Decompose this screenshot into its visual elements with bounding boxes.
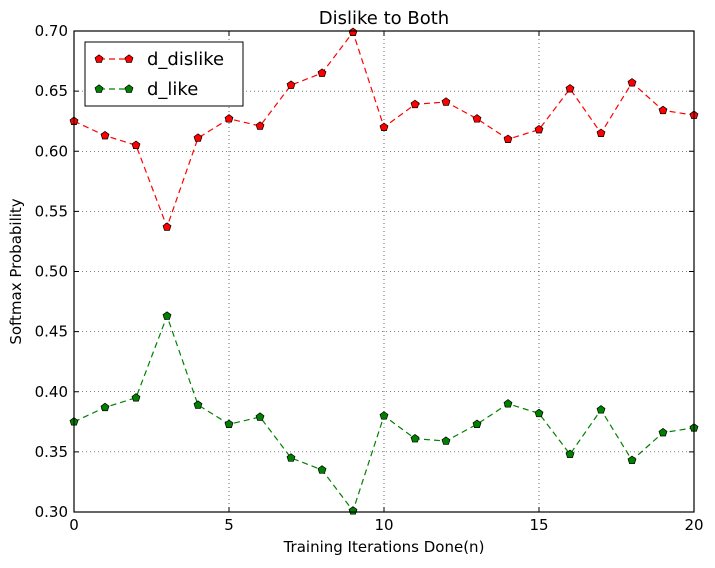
data-point-d_like bbox=[441, 436, 451, 445]
x-tick-label: 0 bbox=[69, 516, 79, 534]
chart-title: Dislike to Both bbox=[319, 8, 449, 29]
series-d_dislike bbox=[69, 27, 699, 231]
data-point-d_like bbox=[596, 405, 606, 414]
data-point-d_like bbox=[100, 402, 110, 412]
data-point-d_like bbox=[410, 434, 420, 443]
data-point-d_like bbox=[193, 400, 203, 409]
data-point-d_dislike bbox=[348, 27, 358, 36]
y-tick-label: 0.35 bbox=[35, 443, 68, 461]
data-point-d_dislike bbox=[100, 130, 110, 140]
x-axis-label: Training Iterations Done(n) bbox=[283, 538, 485, 556]
legend-box bbox=[84, 41, 244, 107]
data-point-d_dislike bbox=[317, 68, 327, 77]
series-d_like bbox=[69, 311, 699, 515]
x-tick-label: 15 bbox=[529, 516, 548, 534]
y-tick-label: 0.55 bbox=[35, 202, 68, 220]
y-tick-label: 0.60 bbox=[35, 142, 68, 160]
y-tick-label: 0.40 bbox=[35, 383, 68, 401]
legend-marker bbox=[124, 54, 134, 63]
data-point-d_dislike bbox=[286, 80, 296, 89]
data-point-d_dislike bbox=[472, 114, 482, 123]
data-point-d_like bbox=[317, 465, 327, 474]
data-point-d_dislike bbox=[534, 124, 544, 134]
data-point-d_dislike bbox=[596, 128, 606, 137]
y-axis-label: Softmax Probability bbox=[7, 198, 25, 344]
data-point-d_like bbox=[534, 408, 544, 418]
y-tick-label: 0.70 bbox=[35, 22, 68, 40]
legend-label: d_like bbox=[147, 79, 198, 100]
data-point-d_like bbox=[627, 455, 637, 465]
y-tick-label: 0.45 bbox=[35, 323, 68, 341]
data-point-d_like bbox=[658, 428, 668, 437]
data-point-d_like bbox=[379, 411, 389, 420]
data-point-d_dislike bbox=[410, 99, 420, 109]
data-point-d_dislike bbox=[379, 122, 389, 131]
data-point-d_dislike bbox=[441, 97, 451, 106]
data-point-d_dislike bbox=[131, 140, 141, 149]
x-tick-label: 5 bbox=[224, 516, 234, 534]
legend-marker bbox=[124, 84, 134, 93]
data-point-d_like bbox=[162, 311, 172, 320]
tick-layer: 0 5 10 15 20 0.30 0.35 0.40 0.45 0.50 0.55 0.60 0.65… bbox=[35, 22, 704, 534]
y-tick-label: 0.65 bbox=[35, 82, 68, 100]
legend-label: d_dislike bbox=[147, 49, 224, 70]
data-point-d_like bbox=[348, 506, 358, 515]
data-point-d_like bbox=[472, 419, 482, 428]
legend-marker bbox=[94, 84, 104, 93]
x-tick-label: 20 bbox=[684, 516, 703, 534]
grid-layer bbox=[74, 31, 694, 512]
y-tick-label: 0.50 bbox=[35, 263, 68, 281]
legend-marker bbox=[94, 54, 104, 63]
data-point-d_dislike bbox=[255, 121, 265, 130]
x-tick-label: 10 bbox=[374, 516, 393, 534]
data-point-d_like bbox=[131, 393, 141, 402]
data-point-d_like bbox=[224, 419, 234, 428]
data-point-d_like bbox=[565, 449, 575, 459]
data-point-d_dislike bbox=[658, 105, 668, 115]
y-tick-label: 0.30 bbox=[35, 503, 68, 521]
data-point-d_dislike bbox=[627, 78, 637, 87]
legend-item-d_dislike: d_dislike bbox=[94, 49, 224, 70]
data-point-d_dislike bbox=[162, 222, 172, 231]
data-point-d_dislike bbox=[565, 84, 575, 93]
data-point-d_like bbox=[286, 453, 296, 462]
data-point-d_dislike bbox=[193, 133, 203, 142]
legend-item-d_like: d_like bbox=[94, 79, 198, 100]
series-layer bbox=[69, 27, 699, 515]
legend: d_dislike d_like bbox=[84, 41, 244, 107]
data-point-d_like bbox=[503, 399, 513, 408]
data-point-d_like bbox=[255, 412, 265, 421]
data-point-d_dislike bbox=[224, 114, 234, 123]
data-point-d_dislike bbox=[503, 134, 513, 143]
